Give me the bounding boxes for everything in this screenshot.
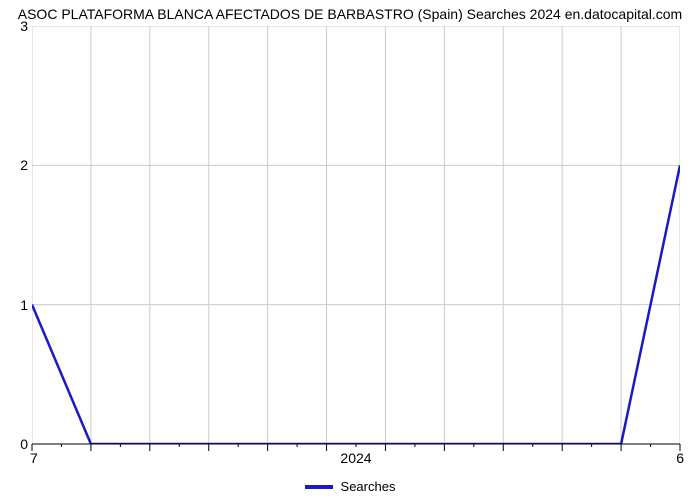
x-corner-right: 6 <box>676 450 684 466</box>
legend-label: Searches <box>341 479 396 494</box>
plot-area <box>32 26 680 444</box>
legend: Searches <box>0 479 700 494</box>
chart-container: ASOC PLATAFORMA BLANCA AFECTADOS DE BARB… <box>0 0 700 500</box>
plot-svg <box>32 26 680 444</box>
legend-swatch <box>305 485 333 489</box>
y-tick-label: 1 <box>20 297 28 313</box>
x-axis-label: 2024 <box>340 450 371 466</box>
chart-title: ASOC PLATAFORMA BLANCA AFECTADOS DE BARB… <box>0 6 700 22</box>
y-tick-label: 2 <box>20 157 28 173</box>
x-corner-left: 7 <box>30 450 38 466</box>
y-tick-label: 0 <box>20 436 28 452</box>
y-tick-label: 3 <box>20 18 28 34</box>
